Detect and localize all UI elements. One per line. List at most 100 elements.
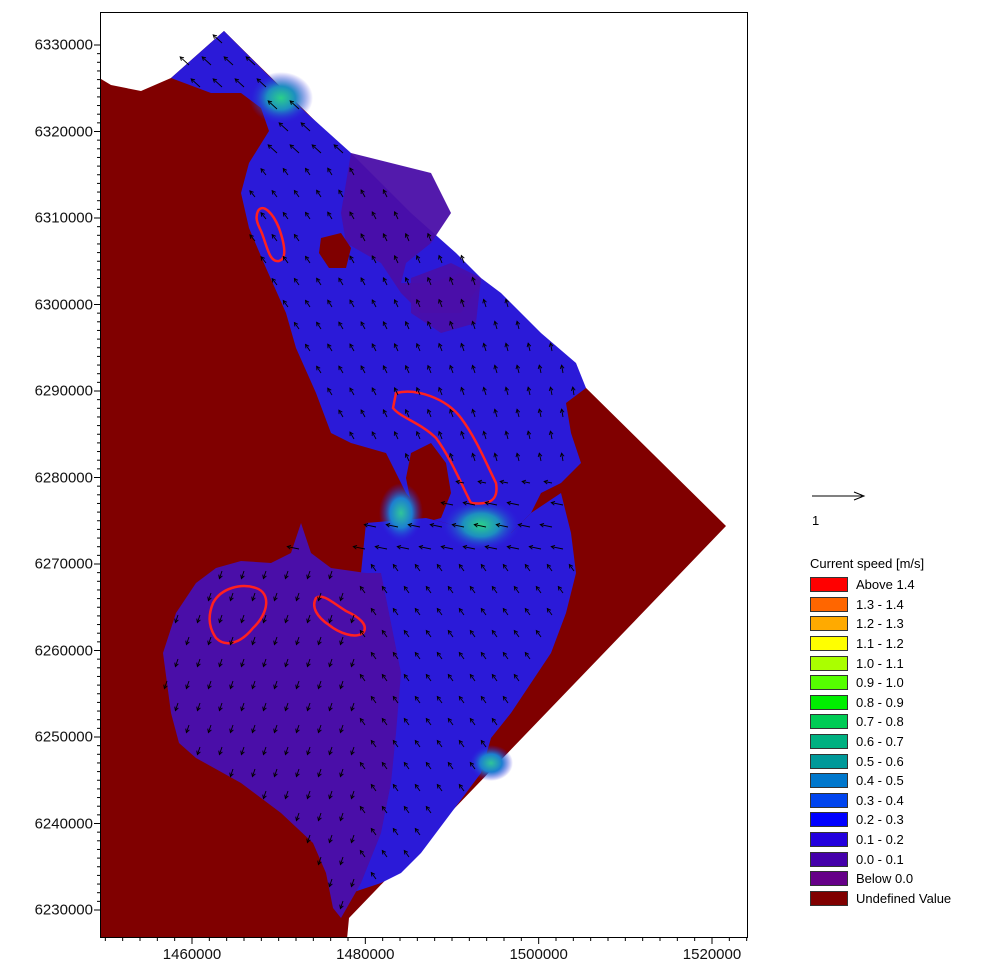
legend-item: 0.4 - 0.5 xyxy=(810,771,951,791)
legend-item: 0.0 - 0.1 xyxy=(810,849,951,869)
legend-swatch xyxy=(810,871,848,887)
velocity-arrow xyxy=(482,342,487,352)
velocity-arrow xyxy=(524,607,531,616)
velocity-arrow xyxy=(458,651,465,660)
upper-channel-water xyxy=(171,31,586,533)
velocity-arrow xyxy=(381,849,388,858)
velocity-arrow xyxy=(360,365,366,374)
velocity-arrow xyxy=(392,607,399,616)
velocity-arrow xyxy=(425,585,432,594)
velocity-arrow xyxy=(469,717,476,726)
velocity-arrow xyxy=(371,299,377,308)
velocity-arrow xyxy=(304,167,311,176)
velocity-arrow xyxy=(249,234,256,242)
velocity-arrow xyxy=(278,122,289,132)
velocity-arrow xyxy=(212,34,223,44)
velocity-arrow xyxy=(449,320,454,330)
velocity-arrow xyxy=(458,695,465,704)
velocity-arrow xyxy=(449,408,454,418)
velocity-arrow xyxy=(295,768,300,778)
velocity-arrow xyxy=(201,56,212,66)
velocity-arrow xyxy=(249,190,256,198)
velocity-arrow xyxy=(370,783,377,792)
velocity-arrow xyxy=(273,680,278,690)
velocity-arrow xyxy=(359,761,366,770)
velocity-arrow xyxy=(403,761,410,770)
velocity-arrow xyxy=(207,680,212,690)
velocity-arrow xyxy=(256,78,267,88)
velocity-arrow xyxy=(469,761,476,770)
velocity-arrow xyxy=(196,746,201,756)
velocity-arrow xyxy=(338,409,344,418)
velocity-arrow xyxy=(447,761,454,770)
y-tick-label: 6300000 xyxy=(34,296,93,313)
velocity-arrow xyxy=(349,299,355,308)
legend-swatch xyxy=(810,675,848,691)
legend-swatch xyxy=(810,636,848,652)
velocity-arrow xyxy=(174,702,179,712)
velocity-arrow xyxy=(404,408,410,418)
velocity-arrow xyxy=(447,673,454,682)
velocity-arrow xyxy=(350,614,355,624)
jet-south xyxy=(469,745,513,781)
jet-strait-west xyxy=(379,483,423,543)
x-tick-label: 1520000 xyxy=(682,946,742,963)
velocity-arrow xyxy=(480,695,487,704)
velocity-arrow xyxy=(515,364,521,374)
velocity-arrow xyxy=(218,658,223,668)
velocity-arrow xyxy=(425,717,432,726)
y-tick-label: 6250000 xyxy=(34,728,93,746)
velocity-arrow xyxy=(293,277,300,286)
velocity-arrow xyxy=(502,695,509,704)
velocity-arrow xyxy=(381,629,388,638)
velocity-arrow xyxy=(504,386,509,396)
velocity-arrow xyxy=(207,636,212,646)
velocity-arrow xyxy=(338,189,344,198)
velocity-arrow xyxy=(371,343,377,352)
velocity-arrow xyxy=(381,805,388,814)
velocity-arrow xyxy=(328,702,333,712)
velocity-arrow xyxy=(251,680,256,690)
velocity-arrow xyxy=(350,658,355,668)
velocity-arrow xyxy=(295,636,300,646)
velocity-arrow xyxy=(273,636,278,646)
velocity-arrow xyxy=(339,636,344,646)
velocity-arrow xyxy=(190,78,201,88)
velocity-arrow xyxy=(392,563,399,572)
velocity-arrow xyxy=(327,299,333,308)
velocity-arrow xyxy=(425,805,432,814)
velocity-arrow xyxy=(260,255,267,264)
velocity-arrow xyxy=(471,408,476,418)
velocity-arrow xyxy=(393,210,399,220)
velocity-arrow xyxy=(284,614,289,624)
velocity-arrow xyxy=(493,408,498,418)
velocity-arrow xyxy=(447,585,454,594)
velocity-arrow xyxy=(513,673,520,682)
velocity-arrow xyxy=(458,783,465,792)
velocity-arrow xyxy=(480,607,487,616)
velocity-arrow xyxy=(436,607,443,616)
velocity-arrow xyxy=(404,320,410,330)
velocity-arrow xyxy=(392,695,399,704)
velocity-arrow xyxy=(403,585,410,594)
velocity-arrow xyxy=(359,673,366,682)
velocity-arrow xyxy=(414,607,421,616)
velocity-arrow xyxy=(548,386,554,396)
velocity-arrow xyxy=(260,211,267,220)
velocity-arrow xyxy=(438,386,443,396)
velocity-arrow xyxy=(427,364,432,374)
legend-label: 0.6 - 0.7 xyxy=(856,734,904,750)
velocity-arrow xyxy=(218,614,223,624)
velocity-arrow xyxy=(381,717,388,726)
legend-label: 1.2 - 1.3 xyxy=(856,616,904,632)
velocity-arrow xyxy=(382,365,388,374)
velocity-arrow xyxy=(327,387,333,396)
velocity-arrow xyxy=(350,746,355,756)
velocity-arrow xyxy=(262,790,267,800)
velocity-arrow xyxy=(251,724,256,734)
velocity-arrow xyxy=(404,276,410,286)
velocity-arrow xyxy=(539,523,553,528)
velocity-arrow xyxy=(471,364,476,374)
velocity-arrow xyxy=(524,563,531,572)
velocity-arrow xyxy=(218,746,223,756)
